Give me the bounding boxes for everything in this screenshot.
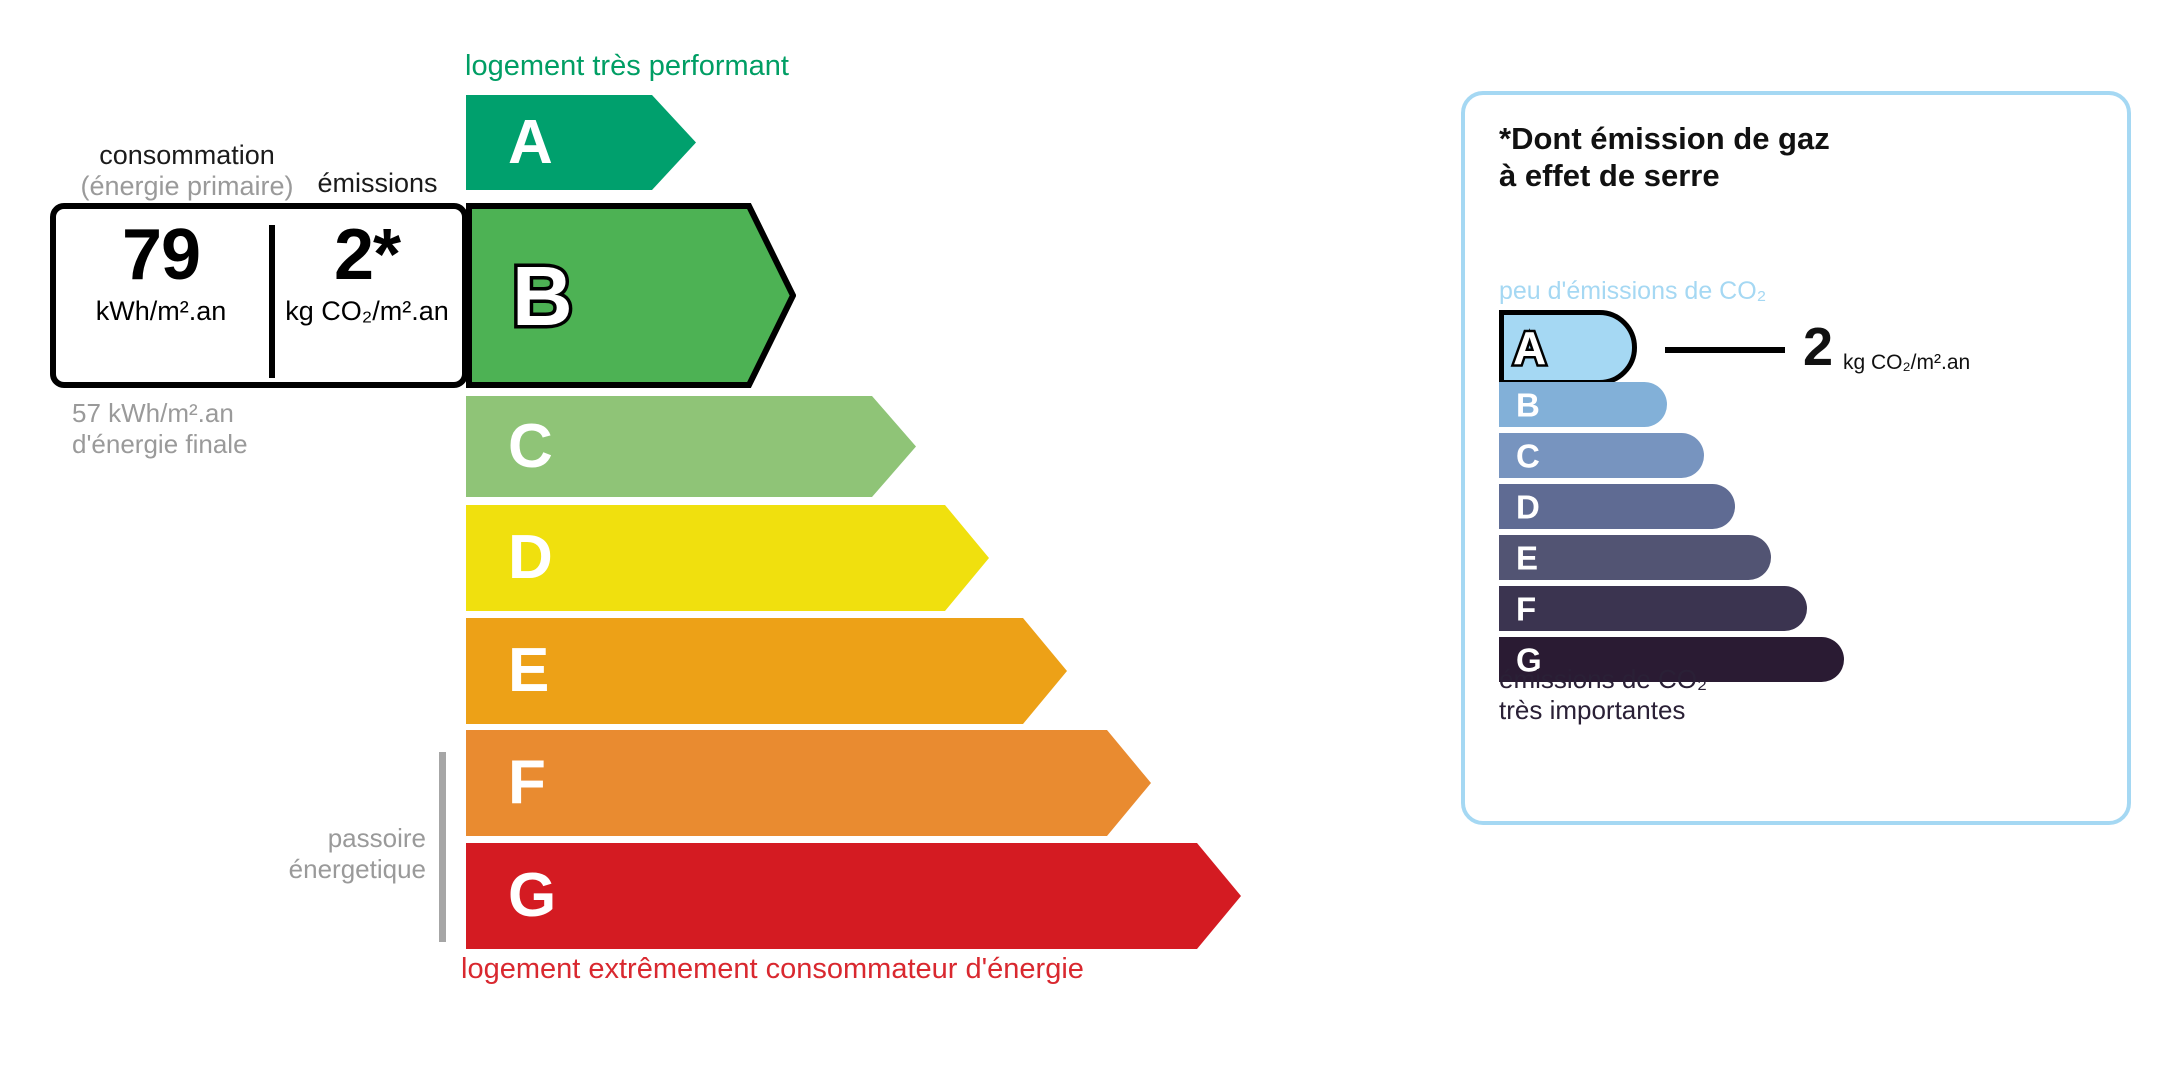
final-energy-note: 57 kWh/m².an d'énergie finale <box>72 398 248 460</box>
co2-class-bar-D: D <box>1499 484 1735 529</box>
consumption-value-cell: 79 kWh/m².an <box>56 219 266 327</box>
passoire-marker-bar <box>439 752 446 942</box>
energy-class-letter-F: F <box>508 748 546 817</box>
co2-value-unit: kg CO₂/m².an <box>1843 351 1971 374</box>
co2-class-bar-E: E <box>1499 535 1771 580</box>
energy-class-bar-G: G <box>466 843 1241 949</box>
co2-class-bar-B: B <box>1499 382 1667 427</box>
energy-class-shape-A <box>466 95 696 190</box>
energy-class-bar-D: D <box>466 505 989 611</box>
co2-top-label: peu d'émissions de CO₂ <box>1499 277 1767 305</box>
co2-panel-title: *Dont émission de gaz à effet de serre <box>1499 121 1830 194</box>
energy-class-letter-B: B <box>509 248 577 343</box>
co2-class-bar-C: C <box>1499 433 1704 478</box>
consumption-header-label: consommation <box>99 140 275 170</box>
energy-class-letter-D: D <box>508 523 553 592</box>
co2-leader-line <box>1665 347 1785 353</box>
emission-value: 2* <box>333 215 401 295</box>
emissions-header-label: émissions <box>317 168 438 198</box>
co2-class-bar-G: G <box>1499 637 1844 682</box>
energy-class-shape-E <box>466 618 1067 724</box>
energy-class-shape-C <box>466 396 916 497</box>
co2-class-letter-C: C <box>1516 437 1540 474</box>
co2-class-shape-D <box>1499 484 1735 529</box>
consumption-header: consommation (énergie primaire) <box>62 142 312 200</box>
co2-class-letter-E: E <box>1516 539 1539 576</box>
energy-performance-chart: logement très performant consommation (é… <box>50 50 1241 985</box>
co2-class-bar-F: F <box>1499 586 1807 631</box>
co2-class-shape-E <box>1499 535 1771 580</box>
co2-title-line2: à effet de serre <box>1499 157 1720 193</box>
value-box-divider <box>269 225 275 378</box>
energy-class-shape-B <box>466 203 796 388</box>
emission-unit: kg CO₂/m².an <box>285 296 449 326</box>
co2-class-shape-F <box>1499 586 1807 631</box>
co2-class-letter-A: A <box>1510 321 1548 374</box>
energy-class-bar-F: F <box>466 730 1151 836</box>
passoire-line1: passoire <box>327 823 426 853</box>
consumption-unit: kWh/m².an <box>95 296 227 326</box>
co2-bottom-label: émissions de CO₂ très importantes <box>1499 664 1707 726</box>
co2-class-bar-A: A <box>1499 310 1637 385</box>
energy-class-bar-C: C <box>466 396 916 497</box>
energy-class-bar-E: E <box>466 618 1067 724</box>
energy-class-letter-C: C <box>508 411 553 481</box>
consumption-header-sublabel: (énergie primaire) <box>80 171 294 201</box>
final-energy-line1: 57 kWh/m².an <box>72 398 234 428</box>
co2-value: 2 <box>1803 317 1834 377</box>
energy-class-letter-A: A <box>508 107 553 177</box>
passoire-label: passoire énergetique <box>230 823 426 885</box>
co2-title-line1: *Dont émission de gaz <box>1499 121 1830 156</box>
energy-class-bar-B: B <box>466 203 796 388</box>
co2-class-letter-D: D <box>1516 488 1540 525</box>
co2-class-letter-F: F <box>1516 590 1537 627</box>
energy-caption-top: logement très performant <box>465 50 789 82</box>
energy-class-shape-G <box>466 843 1241 949</box>
value-box: 79 kWh/m².an 2* kg CO₂/m².an <box>50 203 468 388</box>
energy-class-letter-G: G <box>508 861 557 930</box>
energy-class-shape-D <box>466 505 989 611</box>
co2-class-shape-B <box>1499 382 1667 427</box>
co2-bottom-line1: émissions de CO₂ <box>1499 664 1708 694</box>
energy-caption-bottom: logement extrêmement consommateur d'éner… <box>461 953 1084 985</box>
energy-class-letter-E: E <box>508 636 550 705</box>
co2-bottom-line2: très importantes <box>1499 695 1686 726</box>
emission-value-cell: 2* kg CO₂/m².an <box>272 219 462 327</box>
co2-class-letter-G: G <box>1516 641 1542 678</box>
energy-class-shape-F <box>466 730 1151 836</box>
co2-class-letter-B: B <box>1516 386 1540 423</box>
co2-class-shape-G <box>1499 637 1844 682</box>
passoire-line2: énergetique <box>288 854 426 885</box>
consumption-value: 79 <box>121 215 201 295</box>
final-energy-line2: d'énergie finale <box>72 429 248 460</box>
co2-class-shape-C <box>1499 433 1704 478</box>
energy-class-bar-A: A <box>466 95 696 190</box>
co2-panel: *Dont émission de gaz à effet de serre p… <box>1461 91 2131 825</box>
